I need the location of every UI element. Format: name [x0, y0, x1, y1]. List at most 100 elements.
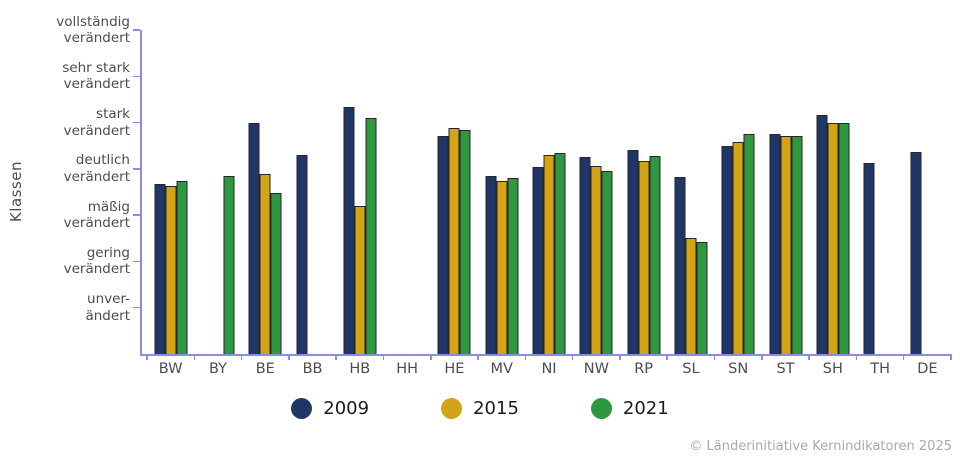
- bar-cluster-BE: [248, 30, 282, 354]
- y-tick-label-line2: verändert: [63, 168, 130, 185]
- x-tick-mark: [761, 354, 763, 360]
- y-axis-line: [140, 30, 142, 356]
- x-axis-line: [140, 354, 952, 356]
- bar-group-DE: [904, 30, 951, 354]
- bar-cluster-MV: [485, 30, 519, 354]
- x-tick-label-TH: TH: [870, 361, 890, 377]
- y-tick-mark: [133, 260, 140, 263]
- legend-item-2021: 2021: [590, 398, 669, 419]
- bar-cluster-BW: [154, 30, 188, 354]
- bar-2015-BW: [165, 185, 177, 354]
- bar-2015-SN: [732, 142, 744, 354]
- x-tick-mark: [382, 354, 385, 360]
- bar-2009-HE: [437, 135, 449, 354]
- bar-cluster-TH: [863, 30, 897, 354]
- bar-2009-MV: [485, 175, 497, 354]
- bar-2009-SL: [674, 176, 686, 354]
- x-tick-mark: [619, 354, 621, 360]
- bar-group-BB: [289, 30, 336, 354]
- x-tick-mark: [477, 354, 479, 360]
- legend: 2009 2015 2021: [0, 398, 960, 419]
- x-tick-label-DE: DE: [917, 361, 938, 377]
- x-tick-mark: [146, 354, 148, 360]
- bar-2015-NW: [590, 165, 602, 354]
- y-tick-label-line2: verändert: [63, 30, 130, 46]
- bar-cluster-DE: [910, 30, 944, 354]
- legend-swatch-2009-icon: [291, 398, 313, 419]
- bar-group-HB: [336, 30, 383, 354]
- x-tick-label-SH: SH: [822, 361, 843, 377]
- x-tick-label-RP: RP: [634, 361, 654, 377]
- bar-2009-HB: [343, 107, 355, 354]
- y-tick-label-3: mäßig verändert: [0, 199, 130, 232]
- bar-cluster-BY: [201, 30, 235, 354]
- bar-cluster-SN: [721, 30, 755, 354]
- x-tick-label-HE: HE: [444, 361, 465, 377]
- y-tick-label-2: gering verändert: [0, 245, 130, 278]
- bar-group-RP: [620, 30, 667, 354]
- bar-2015-NI: [543, 155, 555, 354]
- y-tick-label-7: vollständig verändert: [0, 14, 130, 47]
- bar-2021-BY: [223, 176, 235, 354]
- bar-group-MV: [478, 30, 525, 354]
- x-tick-mark: [193, 354, 196, 360]
- y-tick-label-1: unver-ändert: [0, 291, 130, 324]
- bar-cluster-SL: [674, 30, 708, 354]
- bar-cluster-ST: [769, 30, 802, 354]
- bar-cluster-HH: [391, 30, 424, 354]
- bar-group-SH: [809, 30, 856, 354]
- bar-group-NW: [573, 30, 620, 354]
- bar-cluster-NW: [579, 30, 613, 354]
- y-tick-label-line2: verändert: [63, 76, 130, 93]
- bar-2009-TH: [863, 162, 875, 354]
- bar-2021-NW: [601, 171, 613, 354]
- y-tick-mark: [133, 168, 140, 170]
- y-axis-tick-labels: vollständig verändert sehr stark verändert s…: [0, 14, 130, 354]
- legend-label-2015: 2015: [473, 398, 519, 419]
- y-tick-label-5: stark verändert: [0, 106, 130, 139]
- bar-2015-SH: [827, 122, 839, 354]
- bar-2009-DE: [910, 151, 922, 354]
- x-axis-tick-labels: BW BY BE BB HB HH HE MV NI NW RP SL SN ST SH TH DE: [147, 361, 951, 377]
- x-tick-mark: [524, 354, 527, 360]
- bar-2021-RP: [649, 156, 661, 354]
- bar-2021-HB: [365, 118, 377, 354]
- bar-group-TH: [856, 30, 903, 354]
- legend-label-2021: 2021: [622, 398, 669, 419]
- x-tick-label-HH: HH: [396, 361, 419, 377]
- x-tick-label-BW: BW: [158, 361, 183, 377]
- bar-2015-SL: [685, 238, 697, 354]
- x-tick-label-SL: SL: [682, 361, 700, 377]
- x-tick-label-BE: BE: [255, 361, 275, 377]
- bar-2015-BE: [259, 174, 271, 354]
- bar-groups: [146, 30, 952, 360]
- bar-2021-MV: [507, 178, 519, 354]
- plot-area: [133, 29, 952, 360]
- y-tick-label-line1: sehr stark: [62, 59, 130, 76]
- y-tick-label-line2: verändert: [63, 261, 130, 278]
- x-tick-label-SN: SN: [728, 361, 749, 377]
- bar-2009-BW: [154, 183, 166, 354]
- y-tick-label-line2: ändert: [85, 307, 130, 324]
- y-tick-label-6: sehr stark verändert: [0, 60, 130, 93]
- y-tick-mark: [133, 306, 140, 309]
- x-tick-mark: [335, 354, 337, 360]
- x-tick-mark: [430, 354, 432, 360]
- y-tick-label-4: deutlich verändert: [0, 152, 130, 185]
- bar-group-BW: [147, 30, 194, 354]
- y-tick-mark: [133, 214, 140, 216]
- bar-cluster-RP: [627, 30, 661, 354]
- y-tick-label-line2: verändert: [63, 215, 130, 232]
- y-tick-mark: [133, 75, 140, 78]
- bar-2009-NW: [579, 157, 591, 354]
- x-tick-mark: [902, 354, 905, 360]
- bar-2009-SN: [721, 145, 733, 354]
- bar-group-ST: [762, 30, 809, 354]
- bar-cluster-BB: [296, 30, 329, 354]
- x-tick-mark: [855, 354, 858, 360]
- y-tick-mark: [133, 121, 140, 124]
- y-tick-label-line2: verändert: [63, 122, 130, 139]
- bar-2021-BW: [176, 181, 188, 354]
- legend-label-2009: 2009: [323, 398, 370, 419]
